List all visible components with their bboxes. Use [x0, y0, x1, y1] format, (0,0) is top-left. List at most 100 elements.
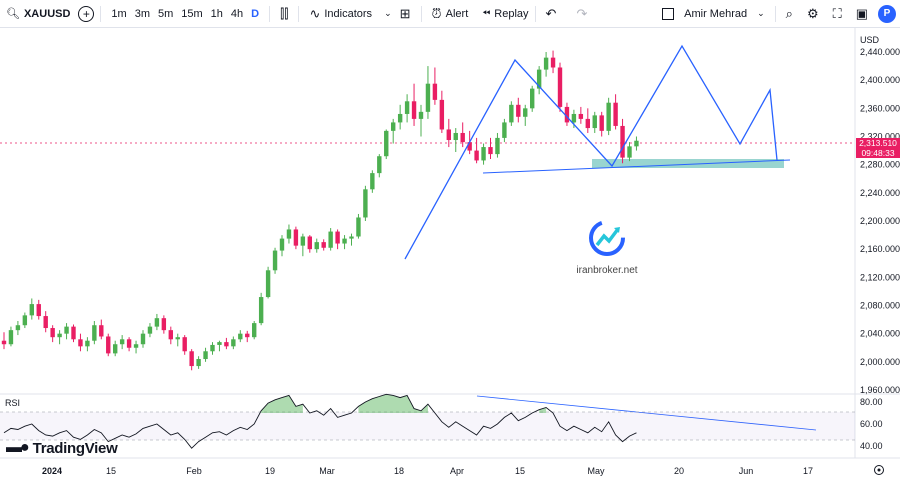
candle — [516, 97, 521, 123]
time-tick-label: Jun — [739, 466, 754, 476]
broker-logo-icon — [589, 220, 625, 256]
symbol-search[interactable]: 🔍︎ XAUUSD — [6, 0, 70, 28]
layouts-button[interactable]: ⊞ — [396, 0, 415, 28]
chart-type-button[interactable]: ⫿⫿ — [276, 0, 292, 28]
timeframe-1m[interactable]: 1m — [111, 7, 127, 20]
candle-body — [314, 242, 319, 250]
candle-body — [550, 57, 556, 68]
rewind-icon: ⏪︎ — [482, 8, 491, 19]
candle — [154, 313, 160, 331]
candle — [78, 333, 83, 352]
price-tick-label: 2,280.000 — [860, 160, 900, 170]
compare-symbol-button[interactable]: + — [78, 5, 95, 22]
candle — [99, 319, 104, 340]
top-toolbar: 🔍︎ XAUUSD + 1m 3m 5m 15m 1h 4h D ⫿⫿ ∿ In… — [0, 0, 900, 28]
candle-body — [557, 67, 563, 107]
rsi-overbought-area — [358, 394, 428, 413]
candle — [530, 85, 535, 112]
candle-body — [50, 328, 55, 338]
candle-body — [627, 146, 632, 158]
timeframe-d[interactable]: D — [251, 7, 260, 20]
rsi-pane-title[interactable]: RSI — [5, 398, 21, 408]
candle-body — [509, 104, 514, 123]
candle — [203, 347, 208, 362]
time-axis[interactable]: 2024 15 Feb 19 Mar 18 Apr 15 May 20 Jun 17 — [42, 466, 813, 476]
replay-button[interactable]: ⏪︎ Replay — [478, 0, 528, 28]
candle — [606, 97, 611, 136]
watermark-text: iranbroker.net — [576, 265, 638, 276]
alert-button[interactable]: ⏰︎ Alert — [428, 0, 469, 28]
fullscreen-button[interactable]: ⛶ — [829, 0, 846, 28]
timeframe-3m[interactable]: 3m — [134, 7, 150, 20]
candle — [15, 320, 21, 336]
profile-button[interactable]: P — [878, 0, 896, 28]
indicators-button[interactable]: ∿ Indicators ⌄ — [305, 0, 395, 28]
camera-icon: ▣ — [855, 5, 868, 21]
candle-body — [425, 83, 431, 112]
tradingview-logo[interactable]: ▬● TradingView — [6, 439, 118, 457]
candle-body — [335, 231, 340, 244]
candle-body — [481, 147, 486, 161]
time-tick-label: 18 — [394, 466, 404, 476]
candle — [411, 83, 417, 126]
chart-canvas[interactable]: USD 2,440.000 2,400.000 2,360.000 2,320.000… — [0, 28, 900, 482]
candle-body — [189, 351, 194, 367]
candle-body — [85, 340, 90, 347]
price-tick-label: 1,960.000 — [860, 385, 900, 395]
candle-body — [224, 342, 229, 347]
candle-body — [446, 129, 451, 141]
user-layout-menu[interactable]: Amir Mehrad ⌄ — [662, 0, 769, 28]
time-axis-settings-button[interactable] — [874, 465, 884, 475]
undo-button[interactable]: ↶ — [542, 0, 561, 28]
candle-body — [474, 150, 479, 161]
candle — [363, 185, 368, 221]
candle-body — [516, 104, 521, 117]
candle-body — [564, 106, 570, 123]
undo-icon: ↶ — [545, 5, 557, 21]
candle-body — [231, 339, 236, 347]
candle — [432, 67, 438, 105]
candle-body — [168, 330, 173, 340]
candle — [196, 356, 201, 369]
timeframe-1h[interactable]: 1h — [210, 7, 223, 20]
candle — [272, 247, 278, 274]
price-tick-label: 2,080.000 — [860, 301, 900, 311]
redo-button[interactable]: ↷ — [572, 0, 591, 28]
candle-body — [404, 101, 410, 114]
candle — [29, 298, 34, 320]
timeframe-15m[interactable]: 15m — [181, 7, 203, 20]
candle — [224, 337, 229, 350]
timeframe-4h[interactable]: 4h — [230, 7, 244, 20]
broker-watermark: iranbroker.net — [572, 218, 642, 276]
candles-icon: ⫿⫿ — [280, 5, 289, 21]
candle — [92, 320, 97, 345]
price-tick-label: 2,440.000 — [860, 47, 900, 57]
candle-body — [342, 238, 347, 244]
settings-button[interactable]: ⚙︎ — [803, 0, 823, 28]
candle-body — [182, 337, 187, 352]
timeframe-group: 1m 3m 5m 15m 1h 4h D — [107, 0, 263, 28]
snapshot-button[interactable]: ▣ — [852, 0, 872, 28]
candle — [328, 228, 333, 251]
candle-body — [203, 351, 208, 360]
gear-icon: ⚙︎ — [806, 5, 819, 21]
candle — [377, 154, 382, 178]
rsi-overbought-fill — [261, 394, 547, 413]
time-tick-label: Feb — [186, 466, 202, 476]
timeframe-5m[interactable]: 5m — [157, 7, 174, 20]
quick-search-button[interactable]: ⌕ — [782, 0, 797, 28]
candle — [189, 349, 194, 371]
candle-body — [321, 242, 326, 248]
candle — [168, 326, 173, 345]
time-tick-label: 17 — [803, 466, 813, 476]
candle — [488, 137, 493, 160]
candle-body — [453, 132, 458, 141]
rsi-axis[interactable]: 80.00 60.00 40.00 — [860, 397, 883, 451]
candle — [391, 118, 396, 144]
redo-icon: ↷ — [576, 5, 588, 21]
candle-body — [113, 344, 118, 354]
current-price-label: 2,313.510 09:48:33 — [856, 138, 900, 158]
candle-body — [64, 326, 69, 334]
price-axis[interactable]: 2,440.000 2,400.000 2,360.000 2,320.000 2,28… — [860, 47, 900, 395]
gear-icon-center — [877, 468, 881, 472]
